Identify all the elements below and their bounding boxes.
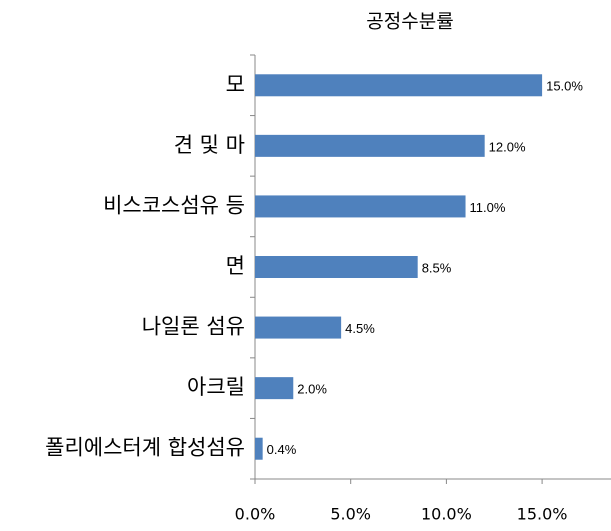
y-tick-label: 비스코스섬유 등 xyxy=(103,193,245,217)
y-tick-label: 면 xyxy=(226,254,245,278)
value-label: 11.0% xyxy=(470,200,506,215)
x-tick-label: 15.0% xyxy=(517,505,568,524)
value-label: 4.5% xyxy=(345,321,375,336)
bar xyxy=(255,134,485,157)
bar xyxy=(255,316,342,339)
y-tick-label: 나일론 섬유 xyxy=(142,315,245,339)
y-tick-label: 모 xyxy=(226,72,245,96)
bar xyxy=(255,437,263,460)
y-tick-label: 아크릴 xyxy=(187,375,245,399)
y-tick-label: 폴리에스터계 합성섬유 xyxy=(45,436,245,460)
x-tick-label: 10.0% xyxy=(421,505,472,524)
x-tick-label: 5.0% xyxy=(330,505,371,524)
bar xyxy=(255,74,543,97)
bar xyxy=(255,195,466,218)
chart-title: 공정수분률 xyxy=(366,11,453,33)
x-tick-label: 0.0% xyxy=(235,505,276,524)
bar xyxy=(255,377,294,400)
y-tick-label: 견 및 마 xyxy=(174,133,245,157)
bar xyxy=(255,256,418,278)
value-label: 15.0% xyxy=(546,79,583,94)
value-label: 0.4% xyxy=(267,442,297,457)
value-label: 8.5% xyxy=(422,260,452,275)
value-label: 2.0% xyxy=(297,382,327,397)
value-label: 12.0% xyxy=(489,139,526,154)
